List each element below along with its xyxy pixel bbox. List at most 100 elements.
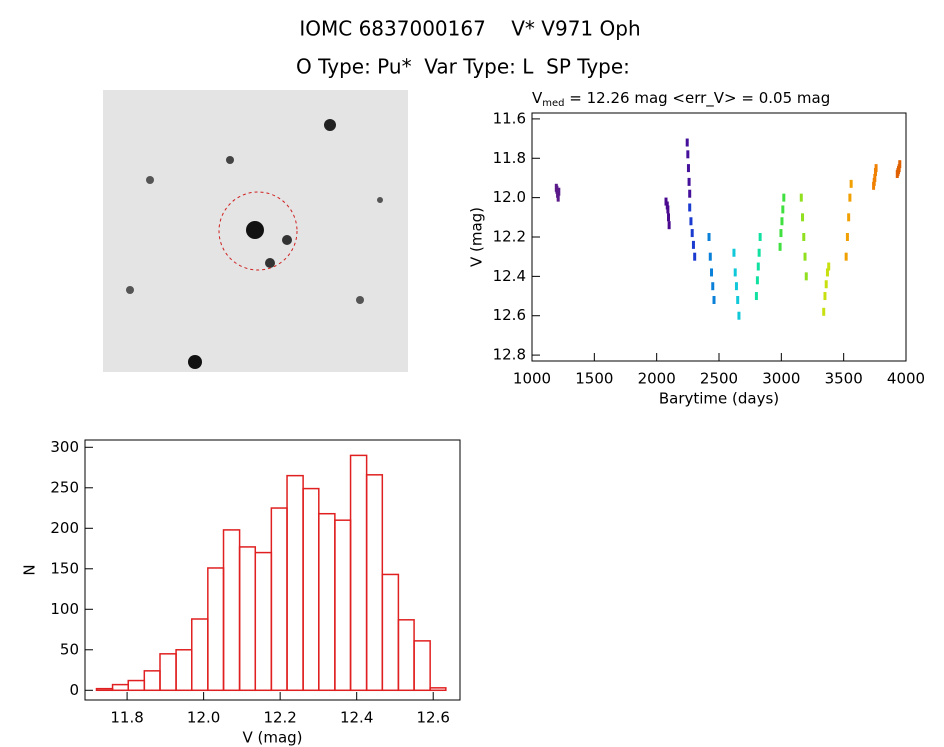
data-point <box>708 252 712 261</box>
y-tick-label: 12.4 <box>493 267 526 285</box>
y-tick-label: 50 <box>60 640 79 658</box>
data-point <box>803 252 807 261</box>
data-point <box>707 233 711 241</box>
sky-image <box>103 90 408 372</box>
data-point <box>898 160 902 169</box>
histogram-bar <box>334 519 352 692</box>
data-point <box>873 173 877 182</box>
x-tick-label: 12.2 <box>263 709 296 727</box>
x-axis-label: V (mag) <box>242 729 302 747</box>
histogram-bar <box>318 512 336 692</box>
y-tick-label: 11.6 <box>493 109 526 127</box>
y-tick-label: 300 <box>50 438 79 456</box>
y-tick-label: 200 <box>50 519 79 537</box>
x-tick-label: 1000 <box>513 370 551 388</box>
star <box>188 355 202 369</box>
data-point <box>801 213 805 222</box>
star <box>324 119 336 131</box>
histogram-bar <box>207 567 225 692</box>
star <box>282 235 292 245</box>
histogram-bar <box>191 618 209 692</box>
data-point <box>686 164 690 173</box>
data-point <box>756 262 760 271</box>
data-point <box>712 295 716 304</box>
data-point <box>824 280 828 289</box>
y-tick-label: 12.8 <box>493 346 526 364</box>
x-tick-label: 12.0 <box>187 709 220 727</box>
histogram-bar <box>429 687 447 692</box>
data-point <box>710 268 714 277</box>
data-point <box>687 177 691 186</box>
data-point <box>688 203 692 212</box>
histogram-bar <box>413 640 431 692</box>
data-point <box>874 164 878 173</box>
data-point <box>757 248 761 257</box>
y-axis-label: V (mag) <box>468 207 486 267</box>
data-point <box>845 233 849 241</box>
data-point <box>667 221 671 230</box>
data-point <box>732 248 736 257</box>
star <box>246 221 264 239</box>
x-tick-label: 11.8 <box>110 709 143 727</box>
x-tick-label: 2500 <box>700 370 738 388</box>
data-point <box>849 179 853 188</box>
data-point <box>755 276 759 285</box>
data-point <box>688 189 692 198</box>
data-point <box>736 295 740 304</box>
page-subtitle: O Type: Pu* Var Type: L SP Type: <box>296 55 630 79</box>
data-point <box>778 242 782 251</box>
histogram-bar <box>286 474 304 692</box>
data-point <box>823 292 827 301</box>
chart-title: Vmed = 12.26 mag <err_V> = 0.05 mag <box>532 89 830 110</box>
data-point <box>689 217 693 226</box>
y-tick-label: 11.8 <box>493 149 526 167</box>
data-point <box>711 282 715 291</box>
data-point <box>733 268 737 277</box>
star <box>146 176 154 184</box>
data-point <box>691 240 695 249</box>
data-point <box>844 252 848 261</box>
data-point <box>782 193 786 202</box>
star <box>356 296 364 304</box>
x-tick-label: 4000 <box>887 370 925 388</box>
data-point <box>822 307 826 316</box>
x-tick-label: 2000 <box>638 370 676 388</box>
x-tick-label: 3000 <box>762 370 800 388</box>
x-axis-label: Barytime (days) <box>659 390 779 408</box>
data-point <box>848 193 852 202</box>
data-point <box>556 193 560 202</box>
y-tick-label: 0 <box>69 681 79 699</box>
histogram-bar <box>143 670 161 692</box>
data-point <box>737 311 741 320</box>
y-tick-label: 250 <box>50 478 79 496</box>
data-point <box>827 262 831 271</box>
star <box>126 286 134 294</box>
y-tick-label: 12.2 <box>493 228 526 246</box>
y-tick-label: 150 <box>50 559 79 577</box>
data-point <box>779 229 783 238</box>
data-point <box>847 213 851 222</box>
histogram-bar <box>238 546 257 692</box>
data-point <box>781 205 785 214</box>
title-rest: = 12.26 mag <err_V> = 0.05 mag <box>565 89 831 108</box>
data-point <box>758 233 762 241</box>
title-main: V <box>532 89 543 107</box>
data-point <box>686 150 690 159</box>
plot-frame <box>531 112 907 362</box>
data-point <box>734 282 738 291</box>
data-point <box>804 272 808 281</box>
data-point <box>690 229 694 238</box>
star <box>226 156 234 164</box>
star <box>377 197 383 203</box>
histogram-bar <box>381 573 400 692</box>
y-axis-label: N <box>21 564 39 575</box>
data-point <box>780 217 784 226</box>
star <box>265 258 275 268</box>
y-tick-label: 12.0 <box>493 188 526 206</box>
histogram-bar <box>127 679 146 692</box>
data-point <box>666 205 670 214</box>
y-tick-label: 100 <box>50 600 79 618</box>
histogram-bar <box>222 529 241 692</box>
